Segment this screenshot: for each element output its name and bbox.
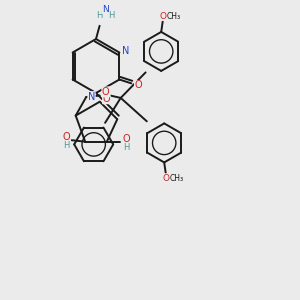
Text: O: O (162, 174, 169, 183)
Text: O: O (103, 94, 110, 104)
Text: O: O (159, 11, 166, 20)
Text: H: H (96, 11, 103, 20)
Text: N: N (122, 46, 130, 56)
Text: CH₃: CH₃ (167, 11, 181, 20)
Text: O: O (62, 132, 70, 142)
Text: N: N (88, 92, 95, 102)
Text: O: O (134, 80, 142, 91)
Text: H: H (123, 143, 130, 152)
Text: O: O (102, 87, 110, 97)
Text: O: O (122, 134, 130, 144)
Text: CH₃: CH₃ (170, 174, 184, 183)
Text: H: H (63, 141, 70, 150)
Text: H: H (108, 11, 114, 20)
Text: N: N (102, 4, 109, 14)
